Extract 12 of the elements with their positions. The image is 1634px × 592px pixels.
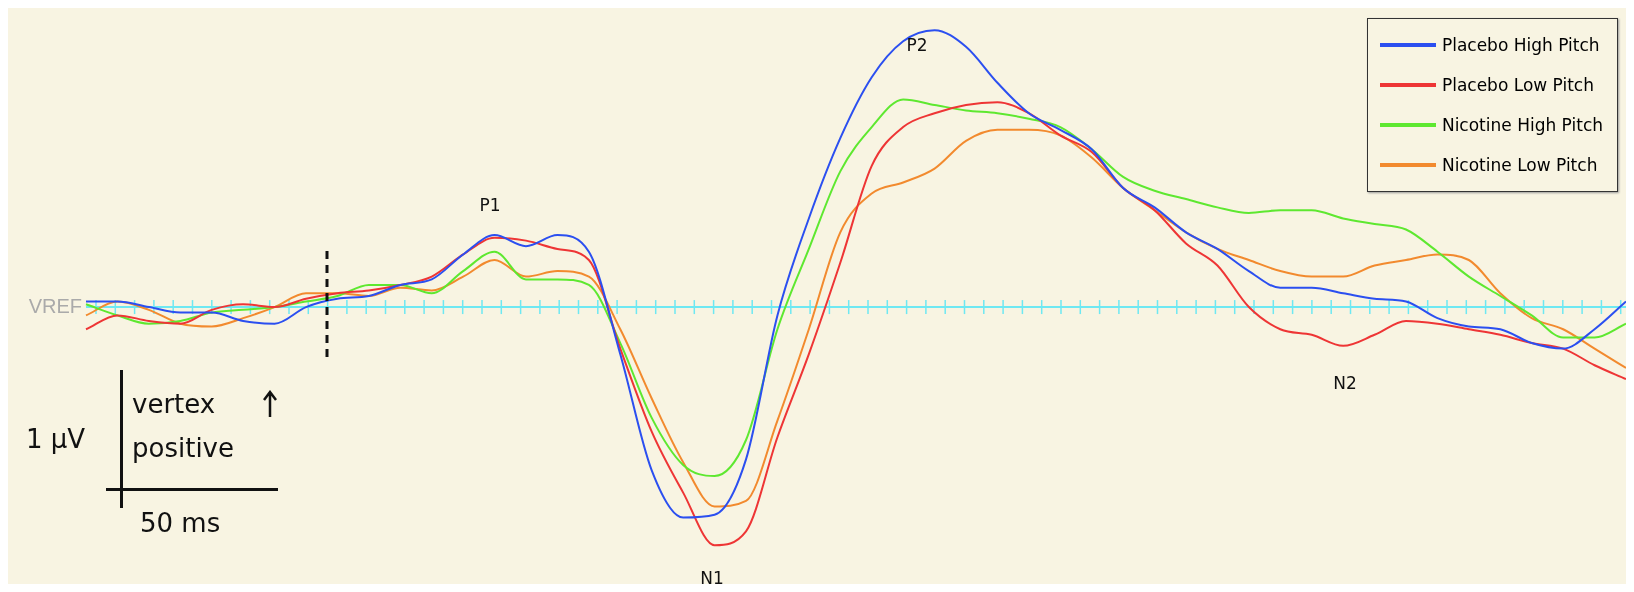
ref-line-label: VREF xyxy=(28,294,82,317)
legend-label: Nicotine High Pitch xyxy=(1441,115,1603,135)
text: 1 µV xyxy=(26,424,86,454)
annotation: 50 ms xyxy=(140,508,221,538)
annotation: N2 xyxy=(1333,373,1357,393)
legend-label: Nicotine Low Pitch xyxy=(1441,155,1598,175)
annotation: vertex positive xyxy=(132,388,235,465)
legend-label: Placebo High Pitch xyxy=(1441,35,1600,55)
annotation: P1 xyxy=(479,195,501,215)
text: N1 xyxy=(700,568,724,588)
annotation: P2 xyxy=(906,35,928,55)
legend-label: Placebo Low Pitch xyxy=(1441,75,1594,95)
